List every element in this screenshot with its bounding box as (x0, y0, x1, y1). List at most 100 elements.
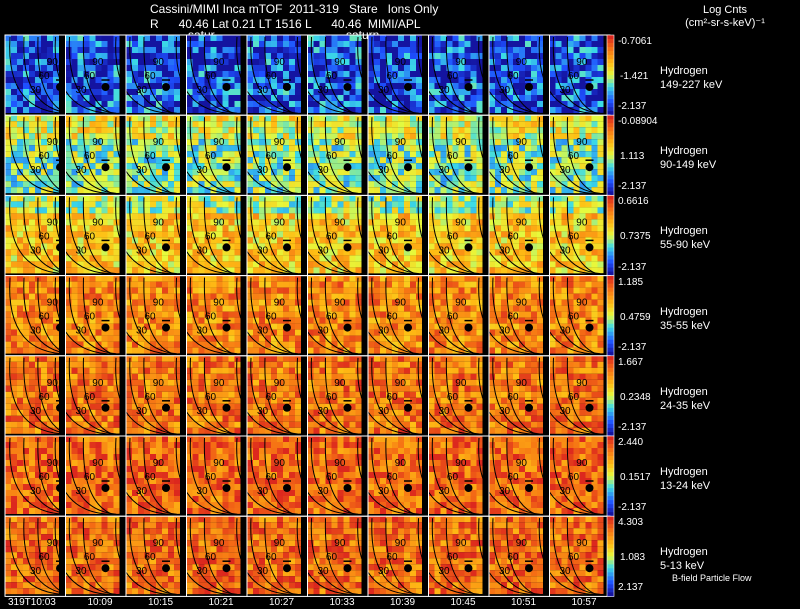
pitch-angle-label: 30 (378, 566, 390, 577)
pitch-angle-label: 60 (447, 472, 459, 483)
pitch-angle-label: 30 (76, 406, 88, 417)
pitch-angle-label: 30 (378, 85, 390, 96)
heatmap-panel: 90 60 30 (115, 114, 187, 196)
colorbar-segment (607, 319, 614, 325)
heatmap-panel: 90 60 30 (175, 194, 248, 277)
pitch-angle-label: 30 (499, 566, 511, 577)
pitch-angle-label: 90 (455, 298, 467, 309)
b-field-marker (283, 243, 291, 252)
colorbar-segment (607, 540, 614, 545)
colorbar-segment (607, 255, 614, 261)
colorbar-segment (607, 267, 614, 273)
colorbar-segment (607, 283, 614, 289)
colorbar-segment (607, 436, 614, 441)
pitch-angle-label: 30 (136, 85, 148, 96)
b-field-marker (222, 484, 231, 492)
pitch-angle-label: 60 (386, 151, 398, 162)
b-field-marker (464, 243, 473, 252)
pitch-angle-label: 90 (213, 57, 225, 68)
pitch-angle-label: 90 (274, 378, 286, 389)
pitch-angle-label: 90 (395, 57, 407, 68)
colorbar-segment (607, 371, 614, 377)
b-field-marker (343, 163, 352, 172)
b-field-marker (101, 243, 110, 252)
colorbar-segment (607, 492, 614, 497)
heatmap-panel: 90 60 30 (296, 515, 369, 597)
pitch-angle-label: 30 (439, 486, 451, 497)
pitch-angle-label: 60 (507, 71, 519, 82)
colorbar-segment (607, 464, 614, 469)
pitch-angle-label: 30 (136, 566, 148, 577)
time-label: 319T10:03 (8, 597, 56, 608)
colorbar-segment (607, 363, 614, 369)
colorbar-segment (607, 191, 614, 196)
heatmap-panel: 90 60 30 (417, 515, 490, 597)
pitch-angle-label: 60 (205, 392, 217, 403)
b-field-marker (162, 243, 170, 252)
b-field-marker (464, 484, 473, 492)
heatmap-panel: 90 60 30 (236, 34, 308, 116)
pitch-angle-label: 30 (560, 486, 572, 497)
pitch-angle-label: 30 (76, 245, 88, 256)
colorbar-segment (607, 187, 614, 192)
pitch-angle-label: 30 (560, 245, 572, 256)
colorbar-segment (607, 431, 614, 437)
pitch-angle-label: 60 (507, 312, 519, 323)
pitch-angle-label: 60 (205, 472, 217, 483)
pitch-angle-label: 90 (153, 217, 165, 228)
pitch-angle-label: 30 (439, 245, 451, 256)
heatmap-panel: 90 60 30 (296, 114, 369, 196)
pitch-angle-label: 90 (395, 137, 407, 148)
pitch-angle-label: 30 (197, 326, 209, 337)
b-field-marker (101, 564, 110, 573)
colorbar-segment (607, 167, 614, 172)
b-field-marker (283, 163, 291, 172)
pitch-angle-label: 60 (326, 312, 338, 323)
colorbar-segment (607, 147, 614, 152)
b-field-marker (222, 403, 231, 412)
colorbar-segment (607, 95, 614, 100)
heatmap-panel: 90 60 30 (478, 194, 550, 277)
colorbar-segment (607, 347, 614, 353)
pitch-angle-label: 30 (318, 326, 330, 337)
heatmap-panel: 90 60 30 (175, 114, 248, 196)
b-field-marker (283, 403, 291, 412)
colorbar-segment (607, 399, 614, 405)
heatmap-panel: 90 60 30 (538, 355, 611, 437)
colorbar-segment (607, 247, 614, 253)
colorbar-segment (607, 355, 614, 361)
pitch-angle-label: 60 (386, 71, 398, 82)
b-field-marker (585, 403, 594, 412)
pitch-angle-label: 90 (92, 298, 104, 309)
b-field-marker (343, 83, 352, 91)
pitch-angle-label: 30 (378, 486, 390, 497)
colorbar-max: -0.08904 (618, 116, 658, 128)
heatmap-panel: 90 60 30 (417, 355, 490, 437)
channel-name: Hydrogen (660, 385, 708, 398)
b-field-marker (525, 243, 533, 252)
colorbar-segment (607, 592, 614, 597)
time-label: 10:45 (450, 597, 476, 608)
pitch-angle-label: 90 (274, 57, 286, 68)
colorbar-segment (607, 504, 614, 509)
pitch-angle-label: 90 (576, 458, 588, 469)
colorbar-segment (607, 311, 614, 317)
pitch-angle-label: 30 (560, 566, 572, 577)
colorbar-segment (607, 468, 614, 473)
pitch-angle-label: 30 (197, 85, 209, 96)
colorbar-segment (607, 259, 614, 265)
pitch-angle-label: 90 (576, 298, 588, 309)
b-field-marker (101, 83, 110, 91)
pitch-angle-label: 60 (386, 552, 398, 563)
channel-name: Hydrogen (660, 225, 708, 238)
pitch-angle-label: 90 (153, 458, 165, 469)
time-label: 10:27 (269, 597, 295, 608)
pitch-angle-label: 30 (439, 165, 451, 176)
heatmap-panel: 90 60 30 (54, 34, 127, 116)
pitch-angle-label: 60 (265, 312, 277, 323)
b-field-marker (404, 83, 412, 91)
pitch-angle-label: 30 (136, 165, 148, 176)
colorbar-segment (607, 119, 614, 124)
colorbar-segment (607, 327, 614, 333)
heatmap-panel: 90 60 30 (478, 515, 550, 597)
